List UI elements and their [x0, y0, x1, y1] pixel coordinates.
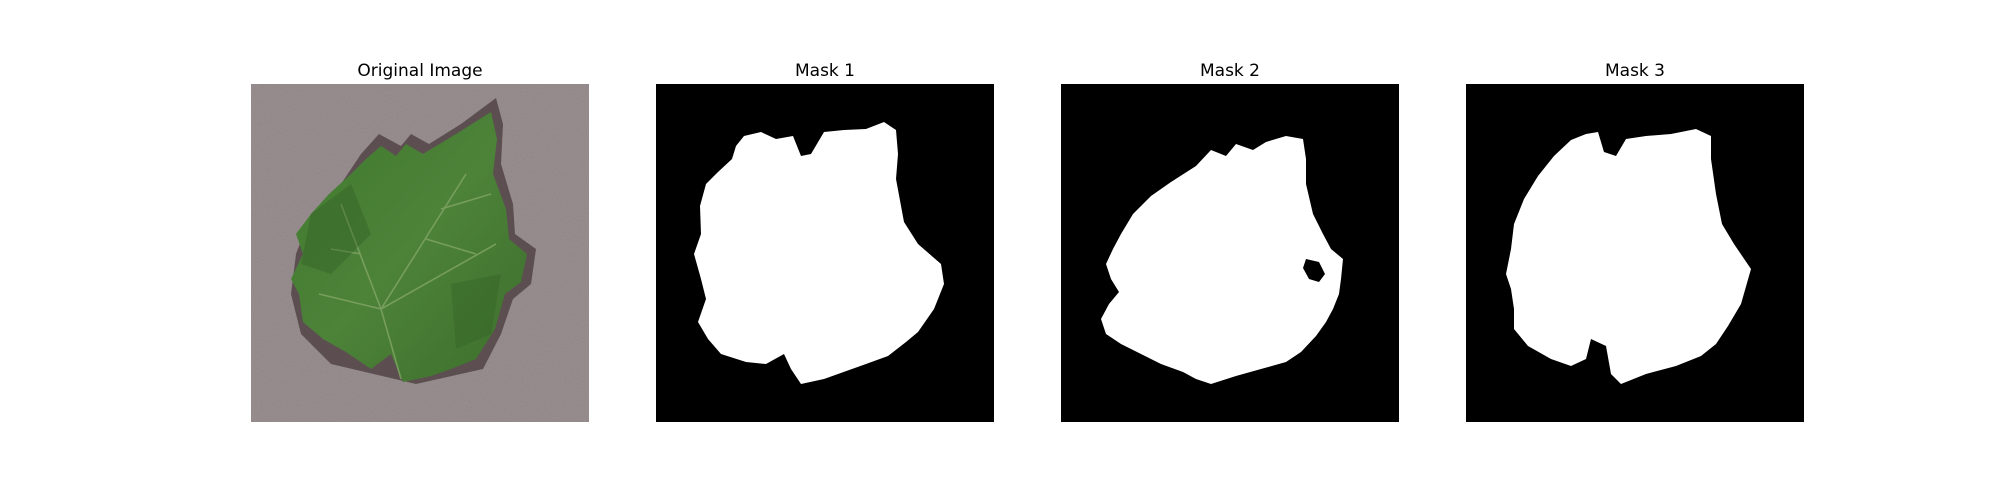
- leaf-dark-patch: [451, 274, 501, 349]
- mask-1-panel: Mask 1: [656, 57, 994, 422]
- mask-3-image: [1466, 84, 1804, 422]
- mask-1-image: [656, 84, 994, 422]
- original-image: [251, 84, 589, 422]
- mask-2: [1061, 84, 1399, 422]
- panel-title: Mask 3: [1604, 61, 1665, 81]
- panel-title: Mask 2: [1199, 61, 1260, 81]
- mask-2-image: [1061, 84, 1399, 422]
- panel-title: Mask 1: [794, 61, 855, 81]
- leaf-photo: [251, 84, 589, 422]
- mask-3: [1466, 84, 1804, 422]
- mask-1: [656, 84, 994, 422]
- mask-3-panel: Mask 3: [1466, 57, 1804, 422]
- mask-foreground: [1101, 136, 1343, 384]
- mask-foreground: [694, 122, 944, 384]
- original-image-panel: Original Image: [251, 57, 589, 422]
- leaf-veins: [318, 173, 497, 380]
- leaf-body: [291, 112, 527, 382]
- mask-2-panel: Mask 2: [1061, 57, 1399, 422]
- mask-foreground: [1506, 129, 1751, 384]
- leaf-dark-patch: [301, 184, 371, 274]
- panel-title: Original Image: [357, 61, 483, 81]
